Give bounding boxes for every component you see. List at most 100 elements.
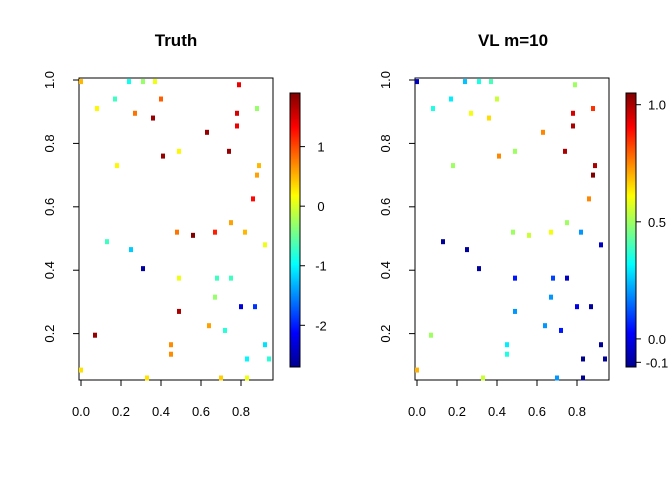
data-point [93, 332, 97, 338]
y-tick-label: 0.2 [378, 325, 393, 343]
data-point [571, 123, 575, 129]
data-point [223, 327, 227, 333]
data-point [191, 232, 195, 238]
colorbar-ticks: 1.0 0.5 0.0 -0.1 [636, 98, 668, 370]
data-point [213, 229, 217, 235]
data-point [251, 196, 255, 202]
data-point [495, 96, 499, 102]
axis-ticks: 0.0 0.2 0.4 0.6 0.8 0.2 0.4 0.6 0.8 1.0 [378, 71, 586, 419]
data-point [587, 196, 591, 202]
data-point [213, 294, 217, 300]
data-point [449, 96, 453, 102]
data-point [145, 375, 149, 381]
data-point [505, 351, 509, 357]
data-point [575, 304, 579, 310]
colorbar-gradient [625, 92, 637, 368]
x-tick-label: 0.2 [112, 404, 130, 419]
x-tick-label: 0.6 [192, 404, 210, 419]
data-point [465, 247, 469, 253]
data-point [513, 308, 517, 314]
data-point [95, 106, 99, 112]
data-point [255, 172, 259, 178]
data-point [229, 275, 233, 281]
data-point [105, 239, 109, 245]
data-point [513, 148, 517, 154]
data-point [169, 351, 173, 357]
colorbar-tick-label: 0.0 [648, 332, 666, 347]
data-points [79, 79, 271, 381]
colorbar-tick-label: -0.1 [646, 355, 668, 370]
data-point [591, 106, 595, 112]
data-point [429, 332, 433, 338]
colorbar-tick-label: 1.0 [648, 98, 666, 113]
data-point [559, 327, 563, 333]
panel-title: VL m=10 [478, 31, 548, 50]
data-point [487, 115, 491, 121]
data-point [175, 229, 179, 235]
data-point [441, 239, 445, 245]
data-point [153, 79, 157, 85]
data-point [549, 229, 553, 235]
data-point [255, 106, 259, 112]
colorbar-tick-label: 0.5 [648, 215, 666, 230]
colorbar-ticks: 1 0 -1 -2 [300, 140, 327, 333]
data-point [541, 129, 545, 135]
data-point [497, 153, 501, 159]
x-tick-label: 0.8 [568, 404, 586, 419]
data-point [227, 148, 231, 154]
colorbar-gradient [289, 92, 301, 368]
data-point [129, 247, 133, 253]
colorbar-tick-label: -2 [315, 318, 327, 333]
y-tick-label: 0.4 [378, 261, 393, 279]
colorbar: 1.0 0.5 0.0 -0.1 [625, 92, 668, 370]
data-point [177, 148, 181, 154]
data-point [207, 323, 211, 329]
data-point [581, 375, 585, 381]
data-point [177, 308, 181, 314]
data-point [79, 79, 83, 85]
panel-truth: Truth 0.0 0.2 0.4 0.6 0.8 0.2 0.4 0.6 0.8 1.0 1 0 -… [42, 31, 327, 419]
data-point [415, 367, 419, 373]
data-point [159, 96, 163, 102]
panel-vl: VL m=10 0.0 0.2 0.4 0.6 0.8 0.2 0.4 0.6 0.8 1.0 1… [378, 31, 668, 419]
data-point [599, 242, 603, 248]
data-point [579, 229, 583, 235]
data-point [469, 110, 473, 116]
data-point [243, 229, 247, 235]
data-point [263, 342, 267, 348]
data-point [253, 304, 257, 310]
data-point [245, 356, 249, 362]
data-point [127, 79, 131, 85]
data-point [415, 79, 419, 85]
axis-ticks: 0.0 0.2 0.4 0.6 0.8 0.2 0.4 0.6 0.8 1.0 [42, 71, 250, 419]
data-point [215, 275, 219, 281]
data-point [451, 163, 455, 169]
panel-title: Truth [155, 31, 198, 50]
data-point [581, 356, 585, 362]
data-point [565, 220, 569, 226]
data-point [431, 106, 435, 112]
data-point [235, 123, 239, 129]
data-point [141, 79, 145, 85]
data-point [151, 115, 155, 121]
x-tick-label: 0.4 [488, 404, 506, 419]
data-point [161, 153, 165, 159]
data-point [267, 356, 271, 362]
data-point [551, 275, 555, 281]
x-tick-label: 0.4 [152, 404, 170, 419]
data-point [603, 356, 607, 362]
data-point [593, 163, 597, 169]
x-tick-label: 0.0 [408, 404, 426, 419]
data-point [239, 304, 243, 310]
data-point [79, 367, 83, 373]
y-tick-label: 1.0 [42, 71, 57, 89]
y-tick-label: 0.6 [42, 198, 57, 216]
data-point [177, 275, 181, 281]
data-point [513, 275, 517, 281]
data-point [589, 304, 593, 310]
data-point [555, 375, 559, 381]
data-point [511, 229, 515, 235]
y-tick-label: 0.6 [378, 198, 393, 216]
data-point [505, 342, 509, 348]
